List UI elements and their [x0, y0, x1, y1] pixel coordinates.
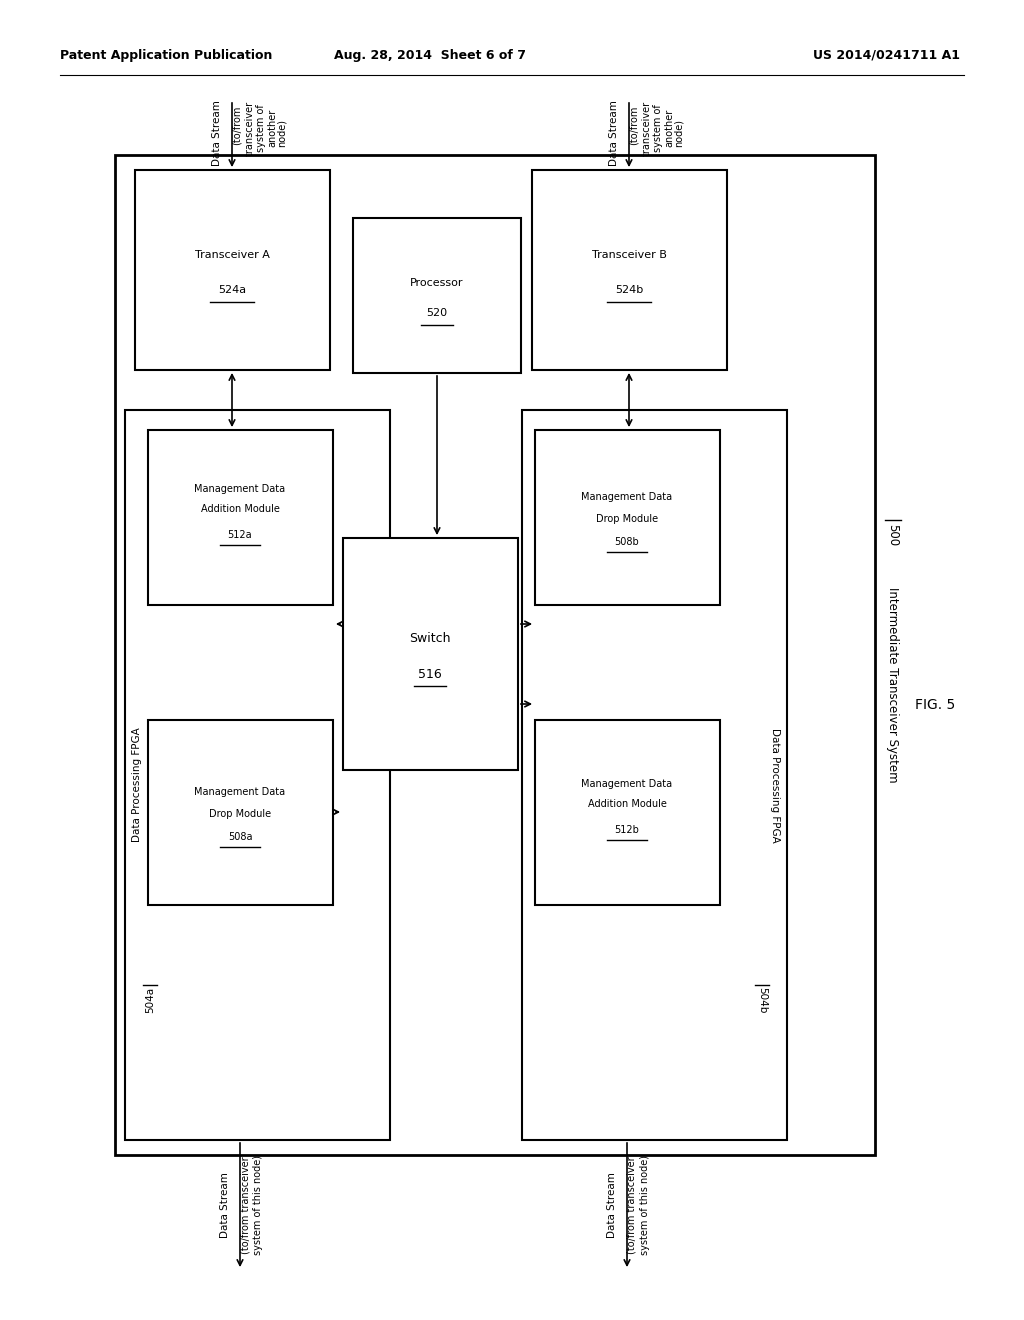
Text: another: another [664, 108, 674, 147]
Text: Management Data: Management Data [582, 492, 673, 502]
Bar [148, 719, 333, 906]
Text: 524b: 524b [614, 285, 643, 294]
Text: another: another [267, 108, 278, 147]
Text: system of this node): system of this node) [253, 1155, 263, 1255]
Text: node): node) [278, 119, 287, 147]
Bar [148, 430, 333, 605]
Bar [353, 218, 521, 374]
Bar [522, 411, 787, 1140]
Text: transceiver: transceiver [642, 100, 652, 156]
Text: Data Processing FPGA: Data Processing FPGA [770, 727, 780, 842]
Text: Addition Module: Addition Module [588, 799, 667, 809]
Bar [535, 430, 720, 605]
Text: Addition Module: Addition Module [201, 504, 280, 513]
Bar [535, 719, 720, 906]
Text: Data Stream: Data Stream [220, 1172, 230, 1238]
Text: Patent Application Publication: Patent Application Publication [60, 49, 272, 62]
Text: (to/from transceiver: (to/from transceiver [240, 1156, 250, 1254]
Text: Management Data: Management Data [195, 787, 286, 797]
Text: 508a: 508a [227, 832, 252, 842]
Text: transceiver: transceiver [245, 100, 255, 156]
Text: Data Stream: Data Stream [607, 1172, 617, 1238]
Text: Switch: Switch [410, 632, 451, 645]
Text: system of: system of [256, 104, 266, 152]
Text: Management Data: Management Data [195, 484, 286, 494]
Text: Drop Module: Drop Module [209, 809, 271, 818]
Text: node): node) [674, 119, 684, 147]
Text: Data Processing FPGA: Data Processing FPGA [132, 727, 142, 842]
Text: Aug. 28, 2014  Sheet 6 of 7: Aug. 28, 2014 Sheet 6 of 7 [334, 49, 526, 62]
Bar [343, 539, 518, 770]
Text: Data Stream: Data Stream [609, 100, 618, 166]
Text: Drop Module: Drop Module [596, 513, 658, 524]
Text: 524a: 524a [218, 285, 246, 294]
Text: (to/from transceiver: (to/from transceiver [627, 1156, 637, 1254]
Text: 504a: 504a [145, 987, 155, 1012]
Text: Processor: Processor [411, 279, 464, 288]
Text: US 2014/0241711 A1: US 2014/0241711 A1 [813, 49, 961, 62]
Text: Transceiver B: Transceiver B [592, 249, 667, 260]
Text: 512b: 512b [614, 825, 639, 836]
Text: Intermediate Transceiver System: Intermediate Transceiver System [887, 587, 899, 783]
Text: Data Stream: Data Stream [212, 100, 222, 166]
Text: 520: 520 [426, 308, 447, 318]
Bar [115, 154, 874, 1155]
Text: 512a: 512a [227, 531, 252, 540]
Bar [532, 170, 727, 370]
Bar [125, 411, 390, 1140]
Text: (to/from: (to/from [629, 106, 639, 145]
Text: system of: system of [653, 104, 663, 152]
Bar [135, 170, 330, 370]
Text: Management Data: Management Data [582, 779, 673, 789]
Text: 504b: 504b [757, 987, 767, 1014]
Text: (to/from: (to/from [232, 106, 242, 145]
Text: 508b: 508b [614, 537, 639, 546]
Text: system of this node): system of this node) [640, 1155, 650, 1255]
Text: Transceiver A: Transceiver A [195, 249, 269, 260]
Text: FIG. 5: FIG. 5 [914, 698, 955, 711]
Text: 516: 516 [418, 668, 442, 681]
Text: 500: 500 [887, 524, 899, 546]
